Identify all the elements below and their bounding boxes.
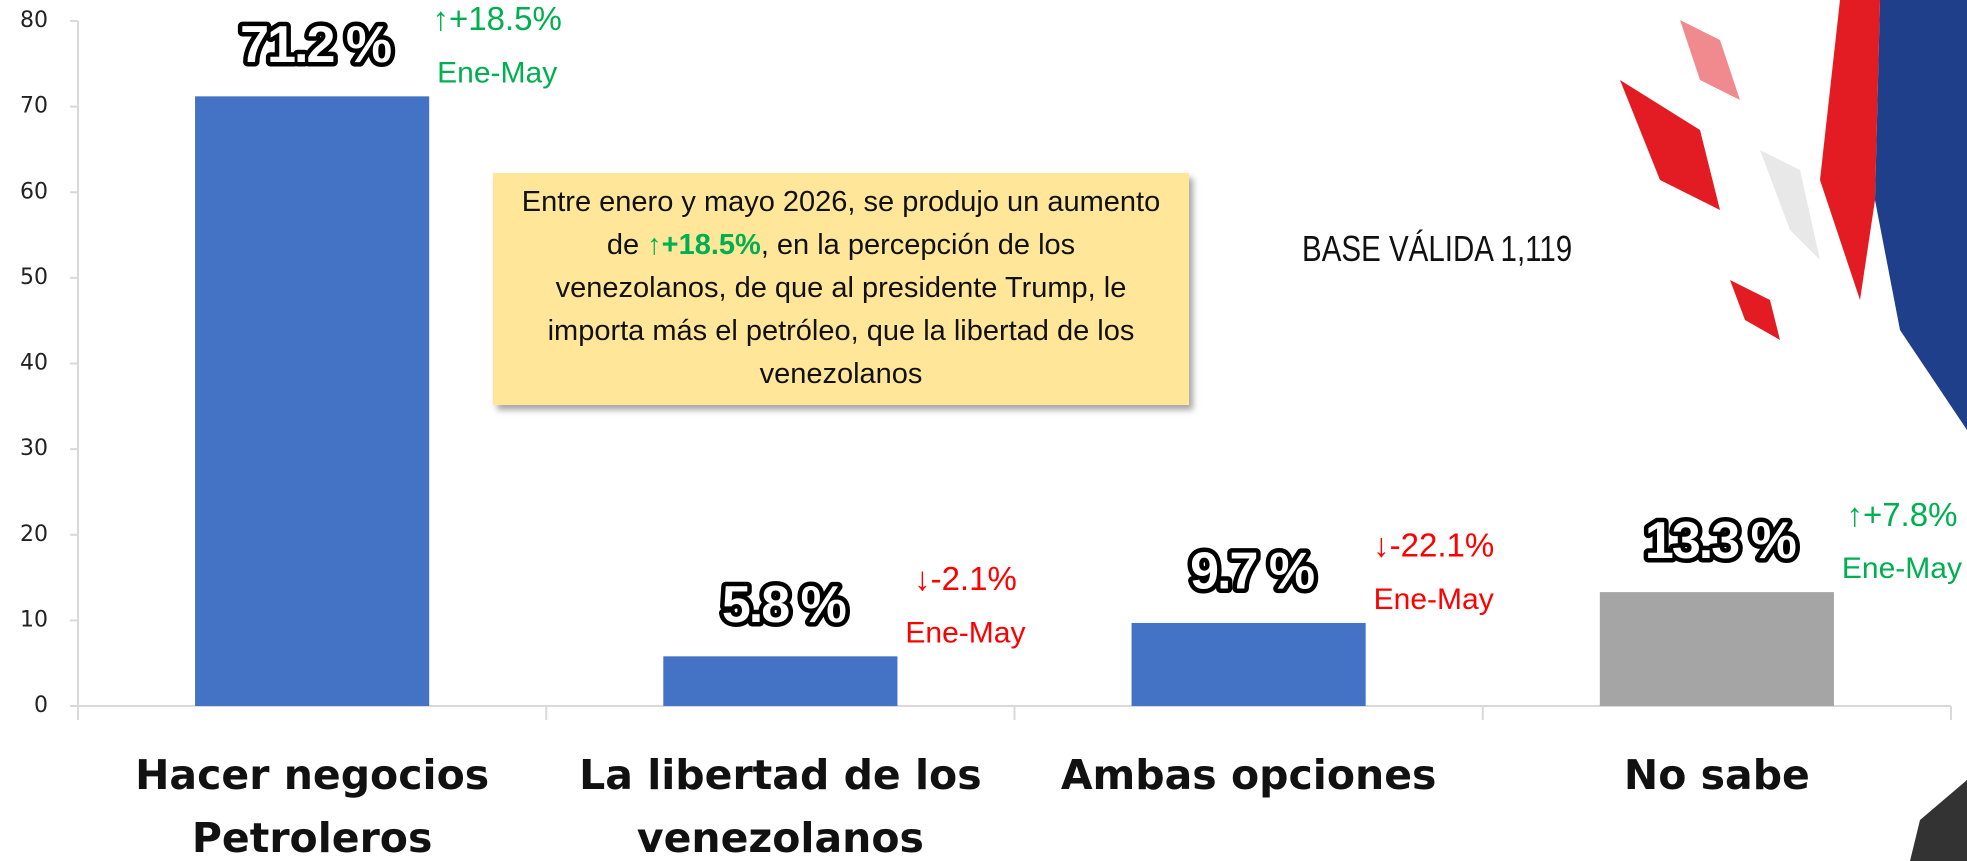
bar	[1600, 592, 1834, 706]
change-label: ↓-22.1%	[1373, 527, 1494, 564]
y-tick-label: 40	[20, 351, 48, 376]
x-tick-label: Hacer negocios Petroleros	[92, 744, 532, 861]
change-label: ↓-2.1%	[914, 560, 1017, 597]
decoration	[1620, 0, 1967, 861]
decor-shape	[1820, 0, 1880, 300]
value-label: 9.7 %	[1190, 543, 1314, 601]
change-period: Ene-May	[1842, 552, 1962, 585]
change-label: ↑+18.5%	[433, 0, 562, 37]
x-tick-label: No sabe	[1497, 744, 1937, 807]
note-highlight: ↑+18.5%	[647, 229, 761, 261]
decor-shape	[1620, 80, 1720, 210]
y-tick-label: 10	[20, 607, 48, 632]
y-tick-label: 50	[20, 265, 48, 290]
y-tick-label: 30	[20, 436, 48, 461]
decor-shape	[1730, 280, 1780, 340]
page: 0 10 20 30 40 50 60 70 80 71.2 % ↑+18.5% Ene-May 5.8…	[0, 0, 1967, 861]
y-tick-label: 20	[20, 522, 48, 547]
bar	[195, 96, 429, 706]
x-tick-label: La libertad de los venezolanos	[560, 744, 1000, 861]
x-tick-label: Ambas opciones	[1029, 744, 1469, 807]
note-box: Entre enero y mayo 2026, se produjo un a…	[493, 173, 1189, 405]
decor-shape	[1760, 150, 1820, 260]
chart: 0 10 20 30 40 50 60 70 80 71.2 % ↑+18.5% Ene-May 5.8…	[0, 0, 1967, 861]
value-label: 71.2 %	[240, 16, 391, 74]
change-period: Ene-May	[437, 56, 557, 89]
base-label: BASE VÁLIDA 1,119	[1302, 228, 1572, 270]
change-period: Ene-May	[1374, 583, 1494, 616]
decor-shape	[1875, 0, 1967, 430]
value-label: 13.3 %	[1645, 512, 1796, 570]
change-period: Ene-May	[905, 616, 1025, 649]
change-label: ↑+7.8%	[1846, 496, 1957, 533]
y-tick-label: 0	[34, 693, 48, 718]
y-tick-label: 80	[20, 8, 48, 33]
bar	[1132, 623, 1366, 706]
y-tick-label: 60	[20, 179, 48, 204]
decor-shape	[1680, 20, 1740, 100]
value-label: 5.8 %	[722, 576, 846, 634]
bar	[663, 656, 897, 706]
y-tick-label: 70	[20, 94, 48, 119]
